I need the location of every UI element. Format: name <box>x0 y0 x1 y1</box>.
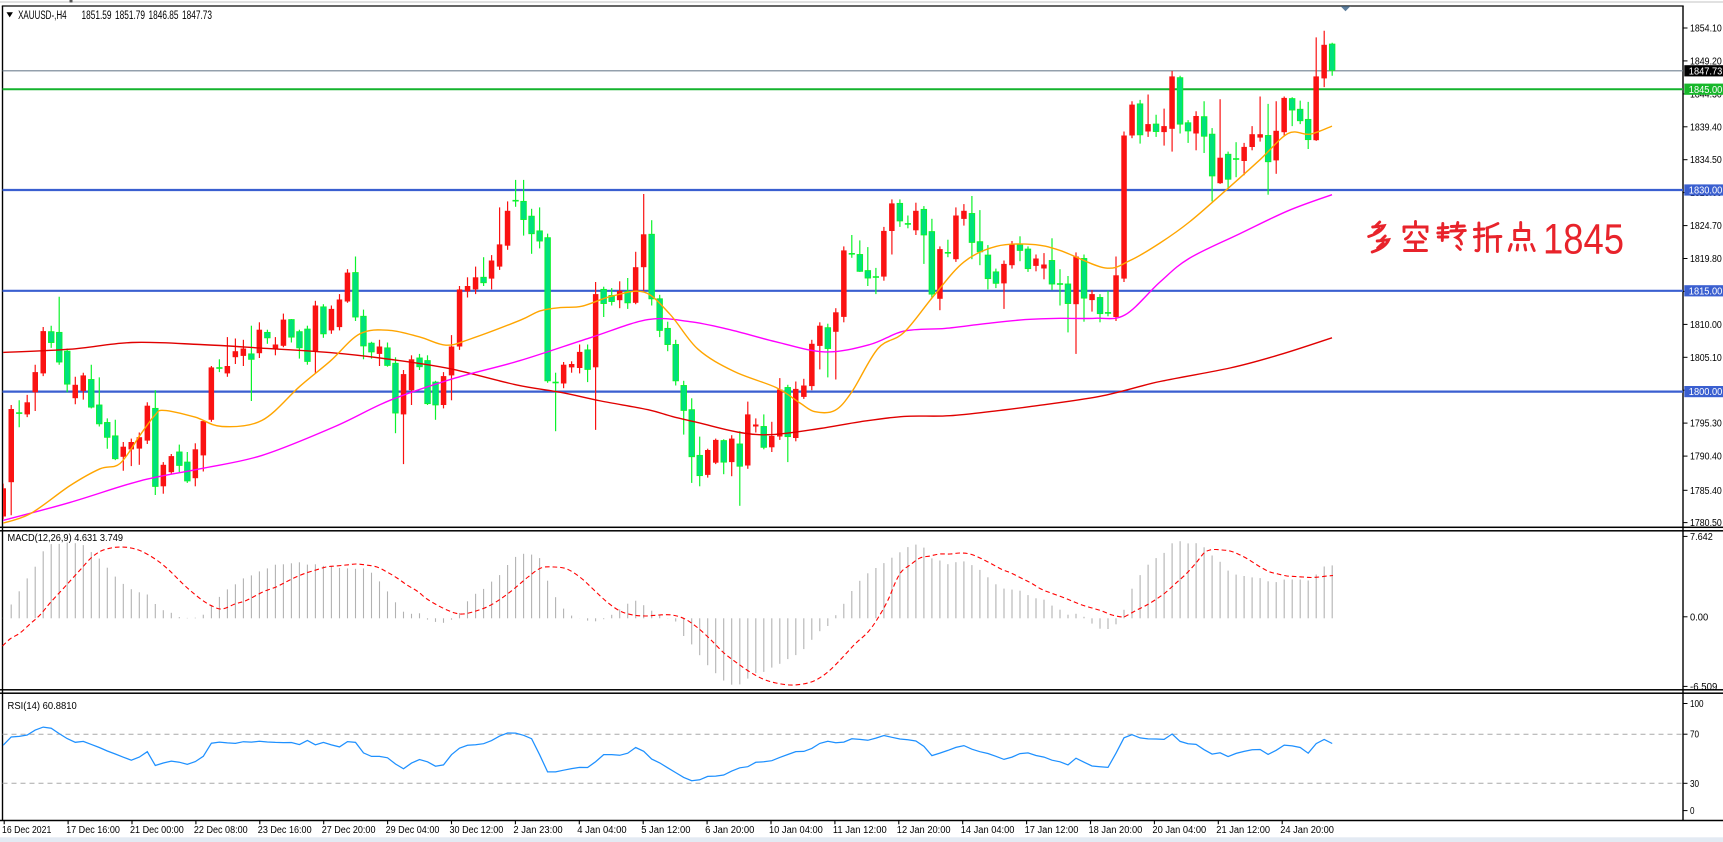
svg-text:29 Dec 04:00: 29 Dec 04:00 <box>386 825 440 836</box>
svg-text:RSI(14) 60.8810: RSI(14) 60.8810 <box>8 701 78 712</box>
svg-text:1854.10: 1854.10 <box>1690 24 1722 35</box>
svg-text:17 Jan 12:00: 17 Jan 12:00 <box>1025 825 1079 836</box>
svg-text:7.642: 7.642 <box>1690 532 1713 543</box>
svg-text:1845: 1845 <box>1543 217 1624 264</box>
svg-text:4 Jan 04:00: 4 Jan 04:00 <box>577 825 627 836</box>
svg-text:1845.00: 1845.00 <box>1689 85 1723 96</box>
svg-text:1785.40: 1785.40 <box>1690 486 1722 497</box>
svg-text:1849.20: 1849.20 <box>1690 56 1722 67</box>
svg-text:23 Dec 16:00: 23 Dec 16:00 <box>258 825 312 836</box>
svg-text:1819.80: 1819.80 <box>1690 254 1722 265</box>
svg-text:20 Jan 04:00: 20 Jan 04:00 <box>1152 825 1206 836</box>
svg-text:11 Jan 12:00: 11 Jan 12:00 <box>833 825 887 836</box>
svg-text:14 Jan 04:00: 14 Jan 04:00 <box>961 825 1015 836</box>
svg-text:1824.70: 1824.70 <box>1690 221 1722 232</box>
svg-text:1847.73: 1847.73 <box>1689 66 1723 77</box>
svg-text:1844.30: 1844.30 <box>1690 89 1722 100</box>
svg-text:MACD(12,26,9) 4.631 3.749: MACD(12,26,9) 4.631 3.749 <box>8 533 124 544</box>
svg-text:1810.00: 1810.00 <box>1690 320 1722 331</box>
svg-text:18 Jan 20:00: 18 Jan 20:00 <box>1089 825 1143 836</box>
svg-text:0: 0 <box>1690 806 1695 817</box>
svg-text:12 Jan 20:00: 12 Jan 20:00 <box>897 825 951 836</box>
svg-text:1815.00: 1815.00 <box>1689 286 1723 297</box>
svg-text:1834.50: 1834.50 <box>1690 155 1722 166</box>
svg-text:1805.10: 1805.10 <box>1690 353 1722 364</box>
svg-text:1846.85: 1846.85 <box>149 8 179 22</box>
svg-text:1800.00: 1800.00 <box>1689 387 1723 398</box>
svg-text:1847.73: 1847.73 <box>182 8 212 22</box>
svg-text:-6.509: -6.509 <box>1690 682 1717 693</box>
svg-text:1839.40: 1839.40 <box>1690 122 1722 133</box>
svg-text:24 Jan 20:00: 24 Jan 20:00 <box>1280 825 1334 836</box>
svg-text:1795.30: 1795.30 <box>1690 419 1722 430</box>
svg-text:1830.00: 1830.00 <box>1689 186 1723 197</box>
svg-text:70: 70 <box>1690 730 1700 741</box>
svg-text:10 Jan 04:00: 10 Jan 04:00 <box>769 825 823 836</box>
svg-text:1851.59: 1851.59 <box>82 8 112 22</box>
svg-text:16 Dec 2021: 16 Dec 2021 <box>2 825 51 836</box>
svg-text:1851.79: 1851.79 <box>115 8 145 22</box>
svg-text:22 Dec 08:00: 22 Dec 08:00 <box>194 825 248 836</box>
svg-text:6 Jan 20:00: 6 Jan 20:00 <box>705 825 755 836</box>
svg-text:27 Dec 20:00: 27 Dec 20:00 <box>322 825 376 836</box>
svg-text:XAUUSD-,H4: XAUUSD-,H4 <box>18 8 67 22</box>
svg-text:2 Jan 23:00: 2 Jan 23:00 <box>513 825 563 836</box>
svg-text:0.00: 0.00 <box>1690 612 1709 623</box>
svg-text:21 Dec 00:00: 21 Dec 00:00 <box>130 825 184 836</box>
svg-text:30 Dec 12:00: 30 Dec 12:00 <box>450 825 504 836</box>
svg-text:5 Jan 12:00: 5 Jan 12:00 <box>641 825 691 836</box>
svg-text:1790.40: 1790.40 <box>1690 452 1722 463</box>
svg-text:1780.50: 1780.50 <box>1690 518 1722 529</box>
svg-text:100: 100 <box>1690 699 1704 710</box>
svg-text:17 Dec 16:00: 17 Dec 16:00 <box>66 825 120 836</box>
svg-text:30: 30 <box>1690 779 1700 790</box>
svg-text:21 Jan 12:00: 21 Jan 12:00 <box>1216 825 1270 836</box>
